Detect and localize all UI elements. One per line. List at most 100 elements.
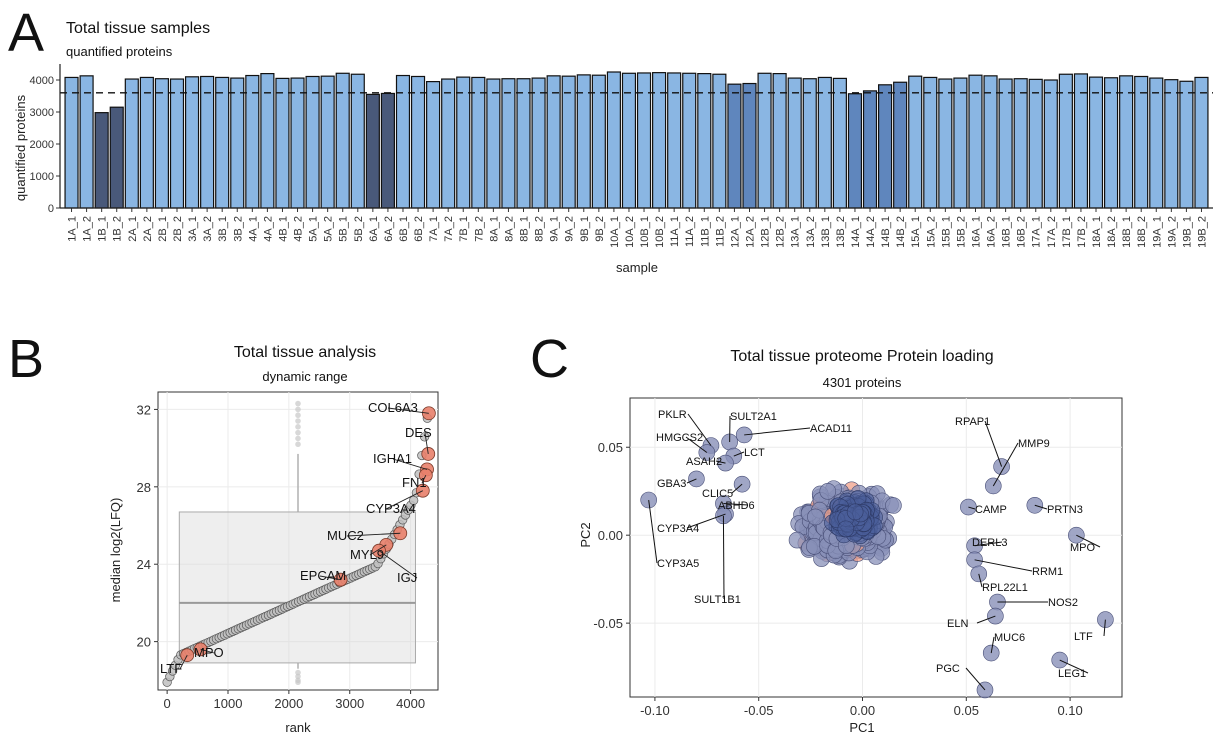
point-leader [974, 541, 1003, 547]
x-tick-label: 11B_1 [699, 216, 711, 247]
x-tick-label: 9A_2 [564, 216, 576, 242]
x-tick-label: 18B_2 [1136, 216, 1148, 248]
point-leader [992, 442, 1019, 487]
labeled-point [993, 458, 1010, 475]
x-tick-label: 12B_1 [760, 216, 772, 248]
bar-chart-quantified-proteins: Total tissue samples quantified proteins… [13, 20, 1213, 275]
box-outlier [295, 412, 301, 419]
chart-a-ylabel: quantified proteins [13, 94, 28, 201]
x-tick-label: 13B_1 [820, 216, 832, 248]
bar [1179, 80, 1194, 209]
bar [893, 81, 908, 209]
chart-c-xlabel: PC1 [849, 720, 874, 735]
bar [546, 75, 561, 209]
point-leader [976, 615, 996, 624]
point-label: MMP9 [1018, 438, 1050, 450]
box-outlier [295, 406, 301, 413]
x-tick-label: 6B_2 [413, 216, 425, 242]
bar [591, 74, 606, 209]
protein-point [819, 483, 837, 500]
bar [923, 76, 938, 209]
labeled-point [1026, 496, 1044, 514]
bar [471, 76, 486, 209]
bar [260, 72, 275, 209]
protein-point [885, 497, 902, 514]
y-tick-label: 28 [137, 480, 151, 495]
x-tick-label: 13B_2 [835, 216, 847, 248]
bar [938, 78, 953, 209]
point-leader [685, 436, 708, 453]
x-tick-label: 16B_2 [1016, 216, 1028, 248]
x-tick-label: 12A_2 [744, 216, 756, 248]
point-leader [984, 420, 1003, 467]
x-tick-label: 4A_2 [262, 216, 274, 242]
highlight-leader [387, 407, 429, 414]
x-tick-label: 16A_2 [986, 216, 998, 248]
point-leader [978, 573, 983, 588]
protein-point [788, 531, 806, 549]
bar [64, 76, 79, 209]
labeled-point [688, 470, 705, 488]
x-tick-label: 1000 [214, 696, 243, 711]
bar [395, 74, 411, 209]
x-tick-label: 16A_1 [970, 216, 982, 248]
x-tick-label: 1A_2 [82, 216, 94, 242]
x-tick-label: 12A_1 [729, 216, 741, 248]
point-label: GBA3 [657, 478, 686, 490]
scatter-chart-dynamic-range: Total tissue analysis dynamic range medi… [108, 344, 439, 735]
bar [94, 112, 109, 209]
x-tick-label: 3B_1 [217, 216, 229, 242]
point-label: MUC6 [994, 632, 1025, 644]
protein-point [846, 503, 864, 521]
point-label: CAMP [975, 504, 1007, 516]
point-label: ABHD6 [718, 500, 755, 512]
point-label: PGC [936, 663, 960, 675]
scatter-chart-protein-loading: Total tissue proteome Protein loading 43… [578, 348, 1123, 735]
bar [109, 106, 124, 209]
x-tick-label: 14B_2 [895, 216, 907, 248]
point-leader [723, 503, 749, 506]
x-tick-label: 5B_2 [353, 216, 365, 242]
chart-a-xlabel: sample [616, 260, 658, 275]
point-leader [686, 513, 726, 529]
point-label: ELN [947, 618, 968, 630]
bar [215, 76, 230, 209]
x-tick-label: 6A_1 [368, 216, 380, 242]
point-label: ASAH2 [686, 456, 722, 468]
x-tick-label: 10B_2 [654, 216, 666, 248]
protein-point [837, 520, 855, 538]
labeled-point [970, 565, 988, 583]
point-label: MPO [1070, 542, 1096, 554]
x-tick-label: 10A_1 [609, 216, 621, 248]
x-tick-label: 9B_2 [594, 216, 606, 242]
bar [380, 92, 395, 209]
x-tick-label: 18A_1 [1091, 216, 1103, 248]
bar [878, 84, 893, 209]
bar [742, 82, 757, 209]
x-tick-label: 4B_2 [293, 216, 305, 242]
x-tick-label: 8A_1 [488, 216, 500, 242]
y-tick-label: 0 [48, 203, 54, 215]
bar [335, 72, 350, 209]
bar [1028, 78, 1043, 209]
point-leader [1103, 619, 1106, 637]
chart-c-subtitle: 4301 proteins [823, 375, 902, 390]
highlight-leader [378, 550, 418, 579]
point-label: PRTN3 [1047, 504, 1083, 516]
x-tick-label: 11A_2 [684, 216, 696, 247]
chart-a-title: Total tissue samples [66, 20, 210, 37]
bar [832, 77, 847, 209]
point-leader [1059, 659, 1089, 674]
bar [531, 77, 546, 209]
box-outlier [295, 429, 301, 436]
box-outlier [295, 679, 301, 686]
highlight-leader [179, 654, 188, 670]
x-tick-label: 1A_1 [67, 216, 79, 242]
bar [365, 93, 380, 209]
y-tick-label: 24 [137, 557, 151, 572]
box-outlier [295, 673, 301, 680]
point-label: LEG1 [1058, 668, 1086, 680]
x-tick-label: 8A_2 [503, 216, 515, 242]
bar [275, 77, 290, 209]
bar [1164, 79, 1179, 209]
